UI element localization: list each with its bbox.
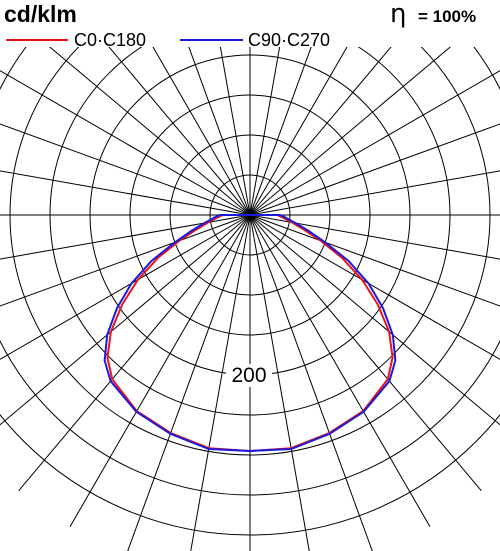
efficiency-symbol: η bbox=[390, 0, 406, 29]
grid-spoke bbox=[0, 214, 251, 360]
efficiency-value: = 100% bbox=[418, 7, 476, 26]
grid-spoke bbox=[0, 123, 251, 216]
grid-spoke bbox=[249, 170, 500, 216]
grid-spoke bbox=[249, 214, 373, 551]
grid-spoke bbox=[0, 214, 251, 307]
grid-spoke bbox=[249, 47, 281, 216]
ring-label-200: 200 bbox=[231, 364, 266, 387]
grid-spoke bbox=[249, 123, 500, 216]
grid-spoke bbox=[0, 214, 251, 260]
grid-spoke bbox=[249, 214, 500, 360]
curve-c90-c270 bbox=[103, 214, 397, 452]
grid-spoke bbox=[69, 214, 251, 528]
unit-label: cd/klm bbox=[4, 1, 77, 27]
legend-label-c0-c180: C0·C180 bbox=[74, 30, 146, 50]
grid-spoke bbox=[249, 214, 310, 551]
grid-spoke bbox=[249, 214, 500, 307]
grid-spoke bbox=[249, 47, 451, 216]
intensity-curves bbox=[103, 214, 397, 452]
grid-spoke bbox=[219, 47, 251, 216]
grid-spoke bbox=[108, 47, 251, 216]
grid-spoke bbox=[249, 47, 348, 216]
grid-spoke bbox=[49, 47, 251, 216]
legend: C0·C180 C90·C270 bbox=[6, 30, 330, 50]
grid-spoke bbox=[249, 214, 431, 528]
grid-spoke bbox=[0, 70, 251, 216]
grid-spoke bbox=[18, 214, 251, 492]
grid-spoke bbox=[152, 47, 251, 216]
grid-spoke bbox=[127, 214, 251, 551]
ring-label-background bbox=[226, 364, 272, 387]
grid-spoke bbox=[0, 170, 251, 216]
grid-spoke bbox=[249, 70, 500, 216]
grid-spoke bbox=[249, 214, 482, 492]
grid-spoke bbox=[188, 47, 251, 216]
grid-spoke bbox=[190, 214, 251, 551]
grid-spoke bbox=[249, 214, 500, 260]
grid-spoke bbox=[249, 47, 392, 216]
legend-label-c90-c270: C90·C270 bbox=[248, 30, 330, 50]
grid-spoke bbox=[249, 47, 312, 216]
